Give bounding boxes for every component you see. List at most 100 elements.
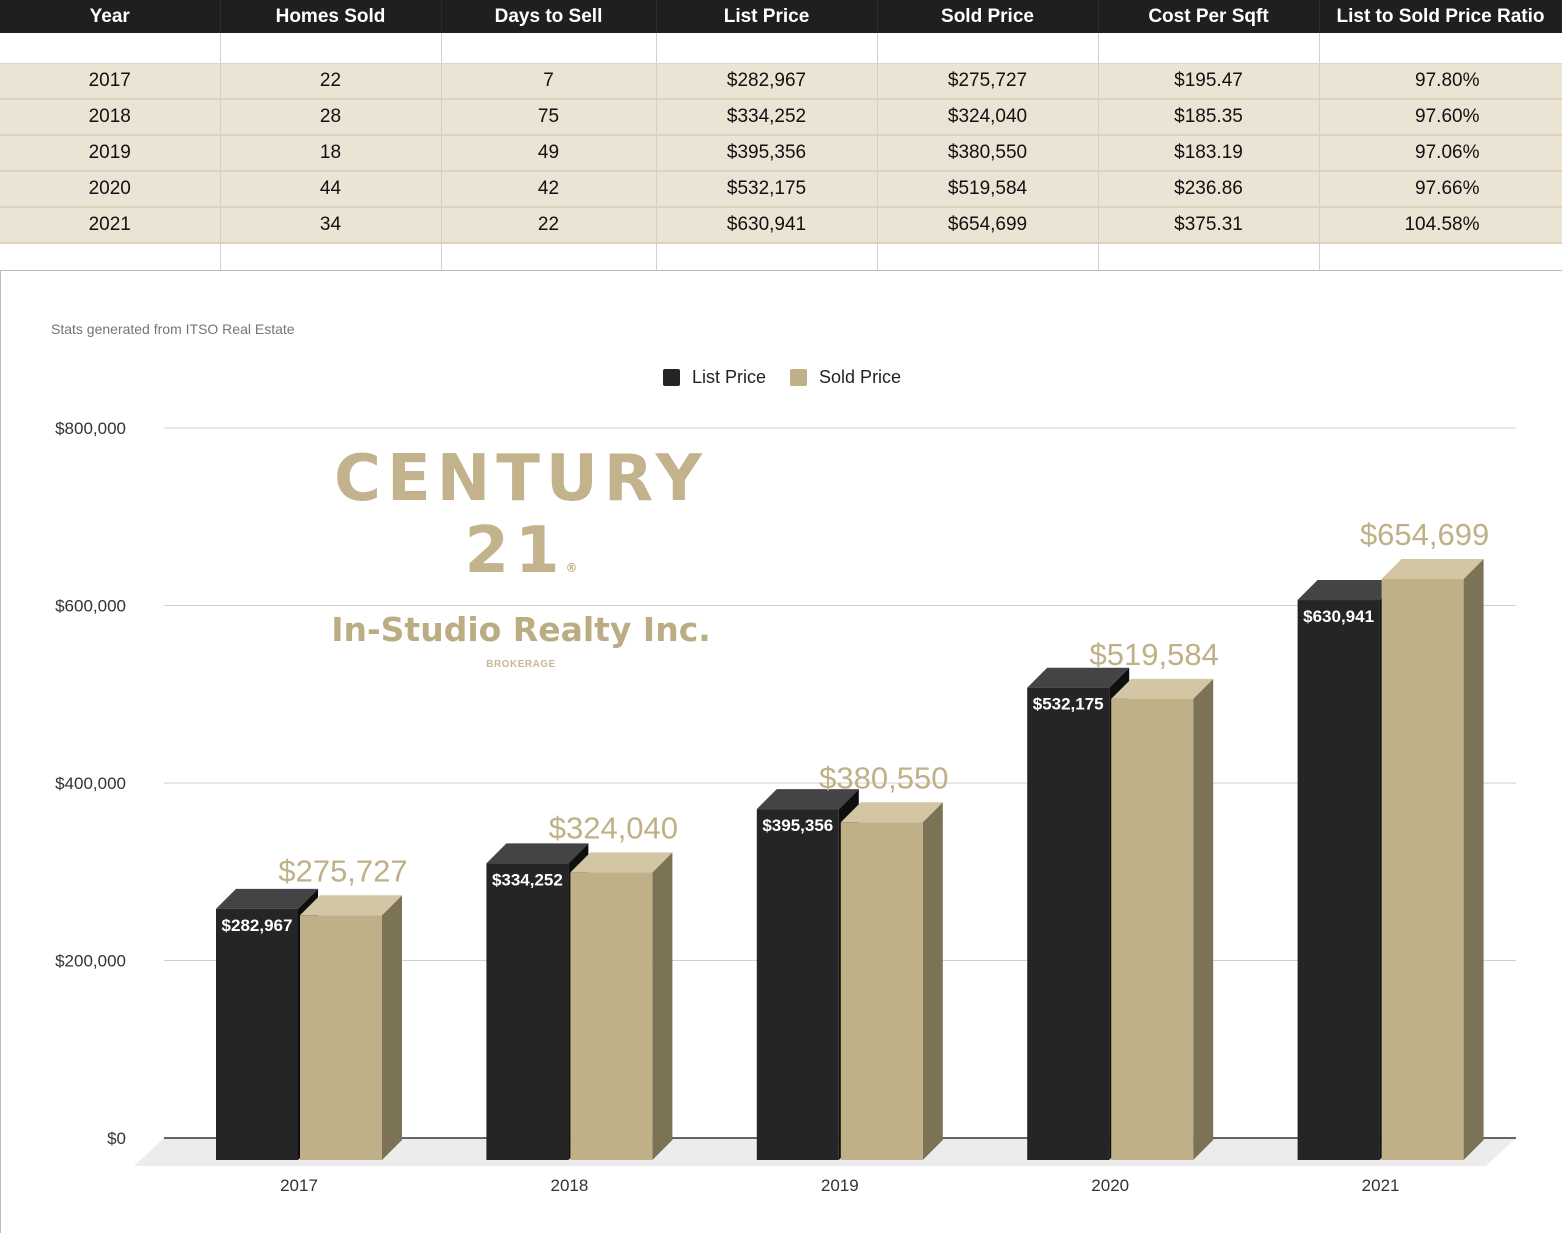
table-header-row: Year Homes Sold Days to Sell List Price … [0,0,1562,33]
bar-list-price-2020 [1027,687,1110,1160]
bar-list-price-2021 [1297,600,1380,1160]
x-tick-label: 2018 [550,1176,588,1195]
cell-homes-sold: 28 [220,99,442,136]
header-sold-price: Sold Price [877,0,1099,33]
bar-top [1111,678,1214,699]
cell-days-to-sell: 42 [441,171,657,208]
cell-cost-per-sqft: $236.86 [1098,171,1320,208]
table-blank-row [0,243,1562,274]
cell-homes-sold: 34 [220,207,442,244]
logo-line-company: In-Studio Realty Inc. [331,610,711,649]
legend-label-sold-price: Sold Price [819,367,902,387]
cell-year: 2019 [0,135,221,172]
cell-sold-price: $519,584 [877,171,1099,208]
bar-top [300,895,402,916]
x-tick-label: 2019 [821,1176,859,1195]
table-blank-row [0,33,1562,64]
cell-cost-per-sqft: $195.47 [1098,63,1320,100]
legend-item-sold-price: Sold Price [790,367,901,388]
bar-sold-price-2021 [1381,578,1464,1160]
cell-days-to-sell: 7 [441,63,657,100]
data-label-list-price: $282,967 [222,916,293,935]
header-cost-per-sqft: Cost Per Sqft [1098,0,1320,33]
cell-homes-sold: 18 [220,135,442,172]
table-row: 2021 34 22 $630,941 $654,699 $375.31 104.58% [0,207,1562,244]
cell-sold-price: $654,699 [877,207,1099,244]
cell-list-to-sold-ratio: 97.06% [1319,135,1562,172]
data-label-sold-price: $380,550 [819,760,948,795]
x-tick-label: 2017 [280,1176,318,1195]
data-label-list-price: $532,175 [1033,695,1104,714]
table-row: 2018 28 75 $334,252 $324,040 $185.35 97.60% [0,99,1562,136]
table-row: 2020 44 42 $532,175 $519,584 $236.86 97.66% [0,171,1562,208]
bar-list-price-2017 [216,908,298,1160]
table-row: 2019 18 49 $395,356 $380,550 $183.19 97.06% [0,135,1562,172]
data-label-list-price: $334,252 [492,870,563,889]
cell-days-to-sell: 75 [441,99,657,136]
legend-swatch-list-price [663,369,680,386]
cell-year: 2021 [0,207,221,244]
cell-days-to-sell: 22 [441,207,657,244]
bar-top [1381,558,1484,579]
cell-sold-price: $380,550 [877,135,1099,172]
cell-sold-price: $324,040 [877,99,1099,136]
cell-list-price: $630,941 [656,207,878,244]
bar-side [922,802,943,1160]
chart-subtitle: Stats generated from ITSO Real Estate [51,321,295,337]
header-list-price: List Price [656,0,878,33]
cell-list-price: $334,252 [656,99,878,136]
cell-cost-per-sqft: $185.35 [1098,99,1320,136]
y-tick-label: $0 [107,1129,126,1148]
data-label-sold-price: $519,584 [1090,637,1219,672]
x-tick-label: 2020 [1091,1176,1129,1195]
bar-sold-price-2017 [300,915,382,1160]
cell-cost-per-sqft: $183.19 [1098,135,1320,172]
bar-side [652,852,673,1160]
cell-list-price: $395,356 [656,135,878,172]
century21-logo: CENTURY 21® In-Studio Realty Inc. BROKER… [281,443,761,670]
cell-year: 2018 [0,99,221,136]
y-tick-label: $400,000 [55,774,126,793]
cell-days-to-sell: 49 [441,135,657,172]
bar-sold-price-2020 [1111,698,1194,1160]
data-label-sold-price: $275,727 [278,853,407,888]
bar-side [1463,558,1484,1160]
bar-top [756,789,859,810]
cell-list-to-sold-ratio: 97.60% [1319,99,1562,136]
bar-side [382,895,402,1160]
y-tick-label: $200,000 [55,952,126,971]
data-label-sold-price: $654,699 [1360,517,1489,552]
price-chart: Stats generated from ITSO Real Estate Li… [0,270,1562,1233]
bar-list-price-2018 [486,863,569,1160]
bar-top [840,802,943,823]
cell-cost-per-sqft: $375.31 [1098,207,1320,244]
bar-top [570,852,673,873]
legend-swatch-sold-price [790,369,808,386]
bar-top [1297,580,1400,601]
chart-legend: List Price Sold Price [663,367,925,388]
data-label-list-price: $630,941 [1303,607,1374,626]
cell-year: 2017 [0,63,221,100]
table-row: 2017 22 7 $282,967 $275,727 $195.47 97.80% [0,63,1562,100]
logo-line-brand: CENTURY 21® [334,442,708,588]
stats-table: Year Homes Sold Days to Sell List Price … [0,0,1562,274]
chart-plot: $0 $200,000 $400,000 $600,000 $800,000 $282,9… [55,419,1516,1195]
x-tick-label: 2021 [1362,1176,1400,1195]
cell-list-price: $282,967 [656,63,878,100]
cell-year: 2020 [0,171,221,208]
cell-list-to-sold-ratio: 97.66% [1319,171,1562,208]
bar-top [216,888,318,909]
logo-line-brokerage: BROKERAGE [486,659,556,670]
cell-list-price: $532,175 [656,171,878,208]
cell-homes-sold: 22 [220,63,442,100]
cell-homes-sold: 44 [220,171,442,208]
bar-sold-price-2019 [840,822,923,1160]
header-days-to-sell: Days to Sell [441,0,657,33]
bar-top [486,843,589,864]
y-tick-label: $600,000 [55,597,126,616]
data-label-list-price: $395,356 [762,816,833,835]
header-list-to-sold-ratio: List to Sold Price Ratio [1319,0,1562,33]
cell-list-to-sold-ratio: 104.58% [1319,207,1562,244]
y-tick-label: $800,000 [55,419,126,438]
bar-side [1193,678,1214,1160]
